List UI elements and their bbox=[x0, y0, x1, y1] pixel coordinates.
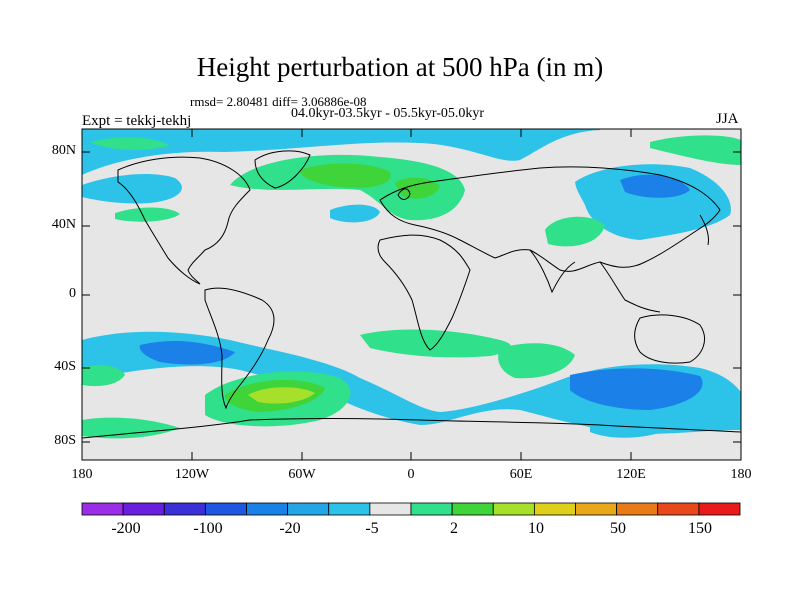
coast-south-america bbox=[204, 287, 275, 410]
colorbar-label: -20 bbox=[279, 520, 301, 537]
contour-central-asia-green bbox=[545, 216, 605, 247]
colorbar-label: 10 bbox=[528, 520, 544, 537]
coast-greenland bbox=[254, 150, 311, 189]
contour-south-indian-core bbox=[570, 368, 703, 410]
coast-eurasia bbox=[379, 166, 721, 272]
contour-south-ocean-green bbox=[498, 343, 575, 379]
contour-antarctic-green bbox=[82, 417, 180, 439]
lat-tick-label: 40S bbox=[54, 359, 76, 374]
contour-na-green bbox=[115, 207, 180, 222]
colorbar-swatch bbox=[204, 502, 247, 516]
contour-sh-west-green bbox=[82, 365, 125, 387]
contour-south-blue bbox=[82, 331, 741, 434]
contour-atlantic-blue bbox=[330, 204, 380, 223]
colorbar-swatch bbox=[328, 502, 371, 516]
colorbar-swatch bbox=[492, 502, 535, 516]
coast-africa bbox=[377, 234, 471, 351]
lon-tick-label: 180 bbox=[730, 467, 752, 482]
colorbar-label: -5 bbox=[365, 520, 379, 537]
contour-arctic-east-green bbox=[650, 135, 741, 165]
contour-sa-core bbox=[248, 387, 315, 404]
lon-tick-label: 120W bbox=[174, 467, 210, 482]
colorbar-swatch bbox=[533, 502, 576, 516]
colorbar-swatch bbox=[698, 502, 741, 516]
colorbar-label: 50 bbox=[610, 520, 626, 537]
colorbar-label: -200 bbox=[111, 520, 141, 537]
coast-antarctica bbox=[82, 418, 741, 439]
coast-southeast-asia bbox=[599, 261, 661, 313]
colorbar bbox=[81, 502, 741, 516]
coast-uk bbox=[397, 188, 411, 200]
lon-tick-label: 60E bbox=[509, 467, 533, 482]
lat-tick-label: 80N bbox=[51, 143, 76, 158]
colorbar-swatch bbox=[369, 502, 412, 516]
contour-antarctic-blue bbox=[590, 417, 670, 438]
contour-scandinavia-core bbox=[395, 177, 440, 199]
colorbar-swatch bbox=[410, 502, 453, 516]
axis-ticks bbox=[82, 129, 741, 460]
colorbar-label: 150 bbox=[688, 520, 712, 537]
colorbar-label: -100 bbox=[193, 520, 223, 537]
colorbar-swatch bbox=[616, 502, 659, 516]
contour-south-atlantic-green bbox=[360, 329, 511, 358]
season-label: JJA bbox=[716, 111, 739, 127]
experiment-label: Expt = tekkj-tekhj bbox=[82, 113, 192, 129]
colorbar-swatch bbox=[163, 502, 206, 516]
colorbar-swatch bbox=[81, 502, 124, 516]
contour-fills bbox=[82, 129, 741, 439]
coast-india bbox=[529, 249, 576, 294]
contour-asia-blue bbox=[575, 164, 731, 240]
contour-na-blue bbox=[82, 174, 182, 204]
contour-europe-core bbox=[300, 163, 391, 188]
lat-tick-label: 40N bbox=[51, 217, 76, 232]
colorbar-label: 2 bbox=[450, 520, 458, 537]
colorbar-swatch bbox=[657, 502, 700, 516]
lat-tick-label: 80S bbox=[54, 433, 76, 448]
colorbar-swatch bbox=[287, 502, 330, 516]
coastlines bbox=[82, 150, 741, 439]
colorbar-swatch bbox=[246, 502, 289, 516]
map-title: Height perturbation at 500 hPa (in m) bbox=[196, 52, 604, 82]
contour-nh-band bbox=[82, 129, 600, 175]
coast-australia bbox=[634, 314, 705, 364]
colorbar-swatch bbox=[451, 502, 494, 516]
coast-north-america bbox=[117, 156, 251, 285]
period-label: 04.0kyr-03.5kyr - 05.5kyr-05.0kyr bbox=[291, 106, 485, 121]
lon-tick-label: 0 bbox=[407, 467, 415, 482]
contour-south-pacific-core bbox=[139, 340, 235, 365]
lon-tick-label: 120E bbox=[616, 467, 646, 482]
rmsd-stats: rmsd= 2.80481 diff= 3.06886e-08 bbox=[190, 94, 367, 109]
colorbar-swatch bbox=[575, 502, 618, 516]
contour-asia-core bbox=[620, 174, 690, 198]
coast-japan bbox=[699, 214, 709, 246]
lon-tick-label: 60W bbox=[288, 467, 316, 482]
lon-tick-label: 180 bbox=[71, 467, 93, 482]
contour-arctic-green bbox=[90, 137, 170, 150]
colorbar-swatch bbox=[122, 502, 165, 516]
lat-tick-label: 0 bbox=[69, 286, 76, 301]
